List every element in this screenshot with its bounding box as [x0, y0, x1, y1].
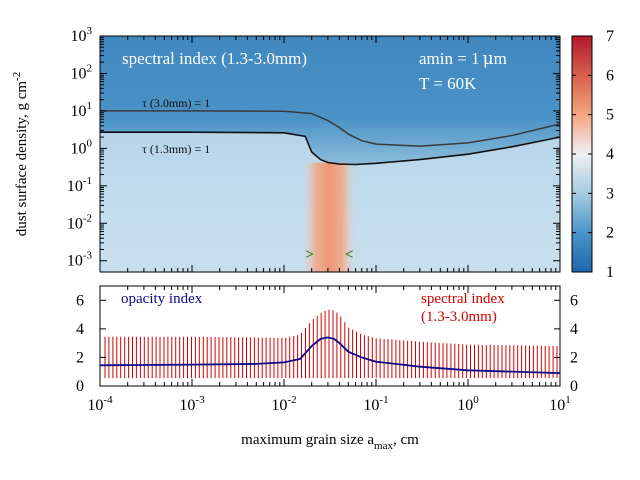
y-tick-label: 10-2	[67, 212, 92, 232]
annotation-amin: amin = 1 μm	[419, 49, 507, 69]
x-tick-label: 10-2	[271, 394, 296, 414]
index-panel: 10-4 10-3 10-2 10-1 100 101 0 2 4 6 0 2 4 6 opacity…	[76, 285, 578, 452]
colorbar-tick-label: 7	[606, 28, 614, 45]
y-tick-label: 102	[71, 62, 93, 82]
heatmap-y-ticks: 103 102 101 100 10-1 10-2 10-3	[67, 25, 560, 270]
contour-label-tau-3mm: τ (3.0mm) = 1	[142, 96, 210, 110]
y2-tick-label: 4	[570, 321, 578, 338]
x-tick-label: 10-1	[363, 394, 388, 414]
y-tick-label: 2	[76, 349, 84, 366]
colorbar-tick-label: 4	[606, 146, 614, 163]
heatmap-title: spectral index (1.3-3.0mm)	[122, 49, 307, 68]
annotation-temperature: T = 60K	[419, 74, 477, 93]
colorbar-tick-label: 5	[606, 107, 614, 124]
colorbar-tick-label: 2	[606, 225, 614, 242]
x-tick-label: 10-4	[87, 394, 113, 414]
y2-tick-label: 6	[570, 292, 578, 309]
heatmap-panel: 103 102 101 100 10-1 10-2 10-3 spectral index …	[11, 25, 561, 273]
x-tick-label: 101	[549, 394, 571, 414]
colorbar-tick-label: 6	[606, 67, 614, 84]
y2-tick-label: 2	[570, 349, 578, 366]
marker-left-arrow: <	[345, 247, 354, 263]
contour-tau-3mm	[100, 110, 560, 147]
index-y2-ticks: 0 2 4 6	[554, 292, 578, 395]
y-tick-label: 10-1	[67, 175, 92, 195]
index-x-ticks: 10-4 10-3 10-2 10-1 100 101	[87, 286, 571, 414]
heatmap-y-axis-label-exponent: -2	[11, 72, 23, 81]
y-tick-label: 103	[71, 25, 93, 45]
y-tick-label: 0	[76, 378, 84, 395]
legend-spectral-index: spectral index	[421, 291, 505, 307]
colorbar-tick-label: 3	[606, 185, 614, 202]
colorbar-ticks: 1 2 3 4 5 6 7	[572, 28, 614, 281]
index-panel-frame	[99, 285, 561, 387]
y-tick-label: 101	[71, 100, 93, 120]
colorbar-tick-label: 1	[606, 264, 614, 281]
x-axis-label-subscript: max	[374, 440, 393, 452]
colorbar: 1 2 3 4 5 6 7	[571, 28, 614, 281]
y-tick-label: 6	[76, 292, 84, 309]
y2-tick-label: 0	[570, 378, 578, 395]
x-axis-label-unit: , cm	[393, 432, 419, 448]
y-tick-label: 100	[71, 137, 93, 157]
annotation-m: m	[494, 49, 507, 68]
legend-spectral-index-range: (1.3-3.0mm)	[421, 309, 497, 325]
contour-tau-1p3mm	[100, 131, 560, 166]
y-tick-label: 4	[76, 321, 84, 338]
contour-label-tau-1p3mm: τ (1.3mm) = 1	[142, 142, 210, 156]
marker-right-arrow: >	[305, 247, 314, 263]
x-tick-label: 100	[457, 394, 479, 414]
index-y-ticks: 0 2 4 6	[76, 292, 106, 395]
heatmap-y-axis-label: dust surface density, g cm-2	[11, 72, 30, 236]
x-axis-label: maximum grain size amax, cm	[241, 432, 419, 452]
annotation-mu: μ	[483, 49, 494, 69]
y-tick-label: 10-3	[67, 250, 93, 270]
opacity-index-series	[99, 336, 561, 374]
heatmap-peak-band	[303, 162, 356, 272]
legend-opacity-index: opacity index	[121, 291, 203, 307]
x-tick-label: 10-3	[179, 394, 205, 414]
